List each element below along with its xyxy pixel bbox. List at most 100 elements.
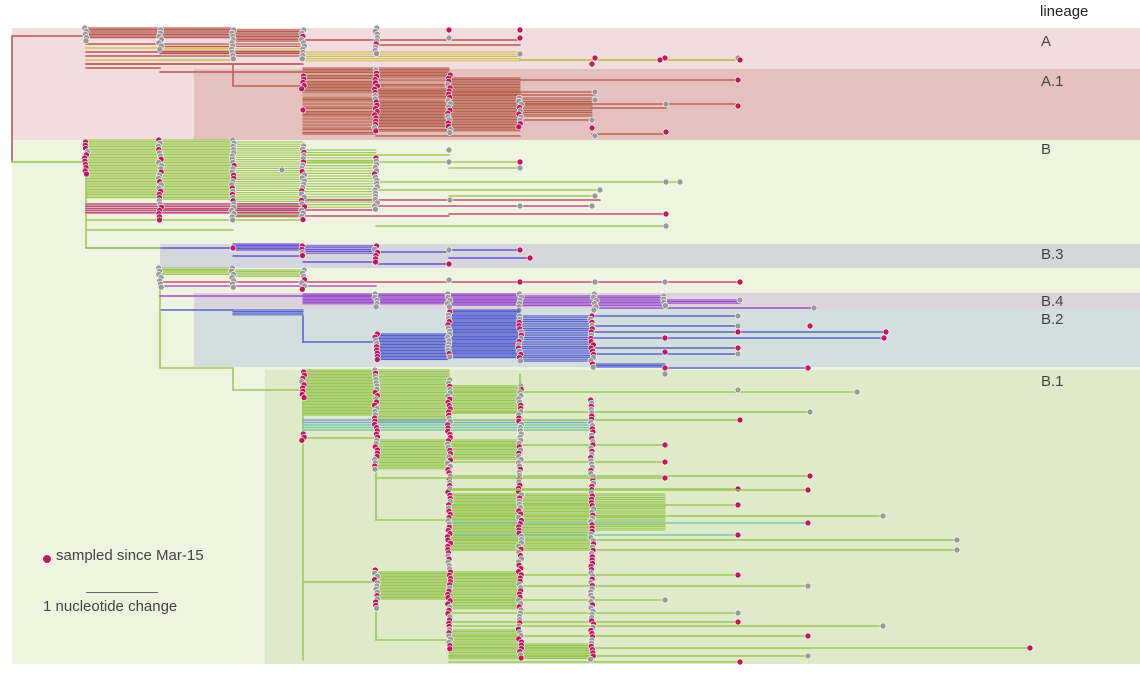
sampled-dot-icon bbox=[42, 554, 52, 564]
tip-dot bbox=[373, 356, 381, 363]
lineage-label-b3: B.3 bbox=[1041, 246, 1064, 263]
tip-dot bbox=[446, 129, 454, 136]
tip-dot bbox=[591, 192, 599, 200]
tip-dot bbox=[156, 45, 164, 53]
tip-dot bbox=[591, 54, 599, 62]
tip-dot bbox=[736, 56, 744, 64]
tip-dot bbox=[662, 178, 670, 186]
tip-dot bbox=[156, 216, 163, 224]
tip-dot bbox=[661, 278, 669, 286]
tip-dot bbox=[662, 222, 670, 230]
tip-dot bbox=[853, 388, 861, 396]
tip-dot bbox=[446, 196, 454, 204]
tip-dot bbox=[736, 416, 744, 424]
tip-dot bbox=[298, 285, 306, 293]
tip-dot bbox=[588, 202, 596, 210]
tip-dot bbox=[734, 76, 742, 84]
tip-dot bbox=[526, 254, 534, 262]
tip-dot bbox=[517, 357, 524, 365]
tip-dot bbox=[591, 96, 599, 104]
tip-dot bbox=[880, 334, 888, 342]
tip-dot bbox=[661, 370, 669, 378]
lineage-label-b: B bbox=[1041, 141, 1052, 158]
tip-dot bbox=[879, 512, 887, 520]
scale-bar bbox=[86, 592, 158, 593]
tip-dot bbox=[734, 531, 742, 539]
tip-dot bbox=[588, 116, 596, 124]
sampled-legend-label: sampled since Mar-15 bbox=[56, 547, 204, 564]
tip-dot bbox=[734, 386, 742, 394]
tip-dot bbox=[589, 363, 597, 371]
tip-dot bbox=[804, 486, 812, 494]
tip-dot bbox=[298, 55, 306, 63]
tip-dot bbox=[953, 536, 961, 544]
tip-dot bbox=[516, 158, 524, 166]
lineage-label-b1: B.1 bbox=[1041, 373, 1064, 390]
tip-dot bbox=[516, 278, 524, 286]
scale-label: 1 nucleotide change bbox=[43, 598, 178, 615]
tip-dot bbox=[157, 283, 165, 291]
tip-dot bbox=[516, 202, 524, 210]
tip-dot bbox=[596, 186, 604, 194]
band-b1 bbox=[265, 370, 1140, 664]
tip-dot bbox=[515, 123, 523, 131]
tip-dot bbox=[82, 37, 90, 45]
tip-dot bbox=[734, 501, 742, 509]
lineage-label-b4: B.4 bbox=[1041, 293, 1064, 310]
tip-dot bbox=[373, 605, 380, 612]
tip-dot bbox=[806, 472, 814, 480]
tip-dot bbox=[734, 618, 742, 626]
tip-dot bbox=[661, 458, 669, 466]
tip-dot bbox=[804, 519, 812, 527]
tip-dot bbox=[229, 216, 236, 224]
tip-dot bbox=[734, 328, 742, 336]
tip-dot bbox=[587, 655, 594, 663]
tip-dot bbox=[734, 485, 742, 493]
tip-dot bbox=[661, 441, 669, 449]
tip-dot bbox=[879, 622, 887, 630]
tip-dot bbox=[229, 283, 237, 291]
legend-title: lineage bbox=[1040, 3, 1089, 20]
tip-dot bbox=[446, 645, 454, 653]
tip-dot bbox=[736, 296, 744, 304]
tip-dot bbox=[445, 26, 453, 34]
tip-dot bbox=[516, 164, 524, 172]
tip-dot bbox=[445, 34, 453, 42]
lineage-label-a1: A.1 bbox=[1041, 73, 1064, 90]
tip-dot bbox=[661, 364, 669, 372]
tip-dot bbox=[298, 85, 305, 93]
tip-dot bbox=[734, 322, 742, 330]
tip-dot bbox=[299, 216, 307, 223]
tip-dot bbox=[517, 654, 525, 662]
tip-dot bbox=[953, 546, 961, 554]
tip-dot bbox=[300, 394, 308, 401]
tip-dot bbox=[446, 353, 454, 361]
tip-dot bbox=[591, 88, 599, 96]
tip-dot bbox=[662, 128, 670, 136]
tip-dot bbox=[661, 596, 669, 604]
tip-dot bbox=[516, 246, 524, 254]
tip-dot bbox=[372, 303, 380, 311]
tip-dot bbox=[229, 244, 237, 252]
tip-dot bbox=[83, 170, 90, 178]
tip-dot bbox=[372, 258, 379, 266]
tip-dot bbox=[516, 34, 524, 42]
tip-dot bbox=[804, 364, 812, 372]
tip-dot bbox=[298, 437, 306, 444]
tip-dot bbox=[661, 348, 669, 356]
tip-dot bbox=[734, 609, 742, 617]
tip-dot bbox=[661, 474, 669, 482]
tip-dot bbox=[516, 26, 524, 34]
tip-dot bbox=[804, 632, 812, 640]
tip-dot bbox=[299, 252, 306, 259]
tip-dot bbox=[445, 146, 453, 154]
tip-dot bbox=[516, 50, 524, 58]
tip-dot bbox=[371, 465, 379, 473]
tip-dot bbox=[806, 322, 814, 330]
tip-dot bbox=[734, 350, 742, 358]
tip-dot bbox=[445, 276, 453, 284]
tip-dot bbox=[591, 278, 599, 286]
tip-dot bbox=[590, 306, 598, 314]
tip-dot bbox=[588, 124, 596, 132]
